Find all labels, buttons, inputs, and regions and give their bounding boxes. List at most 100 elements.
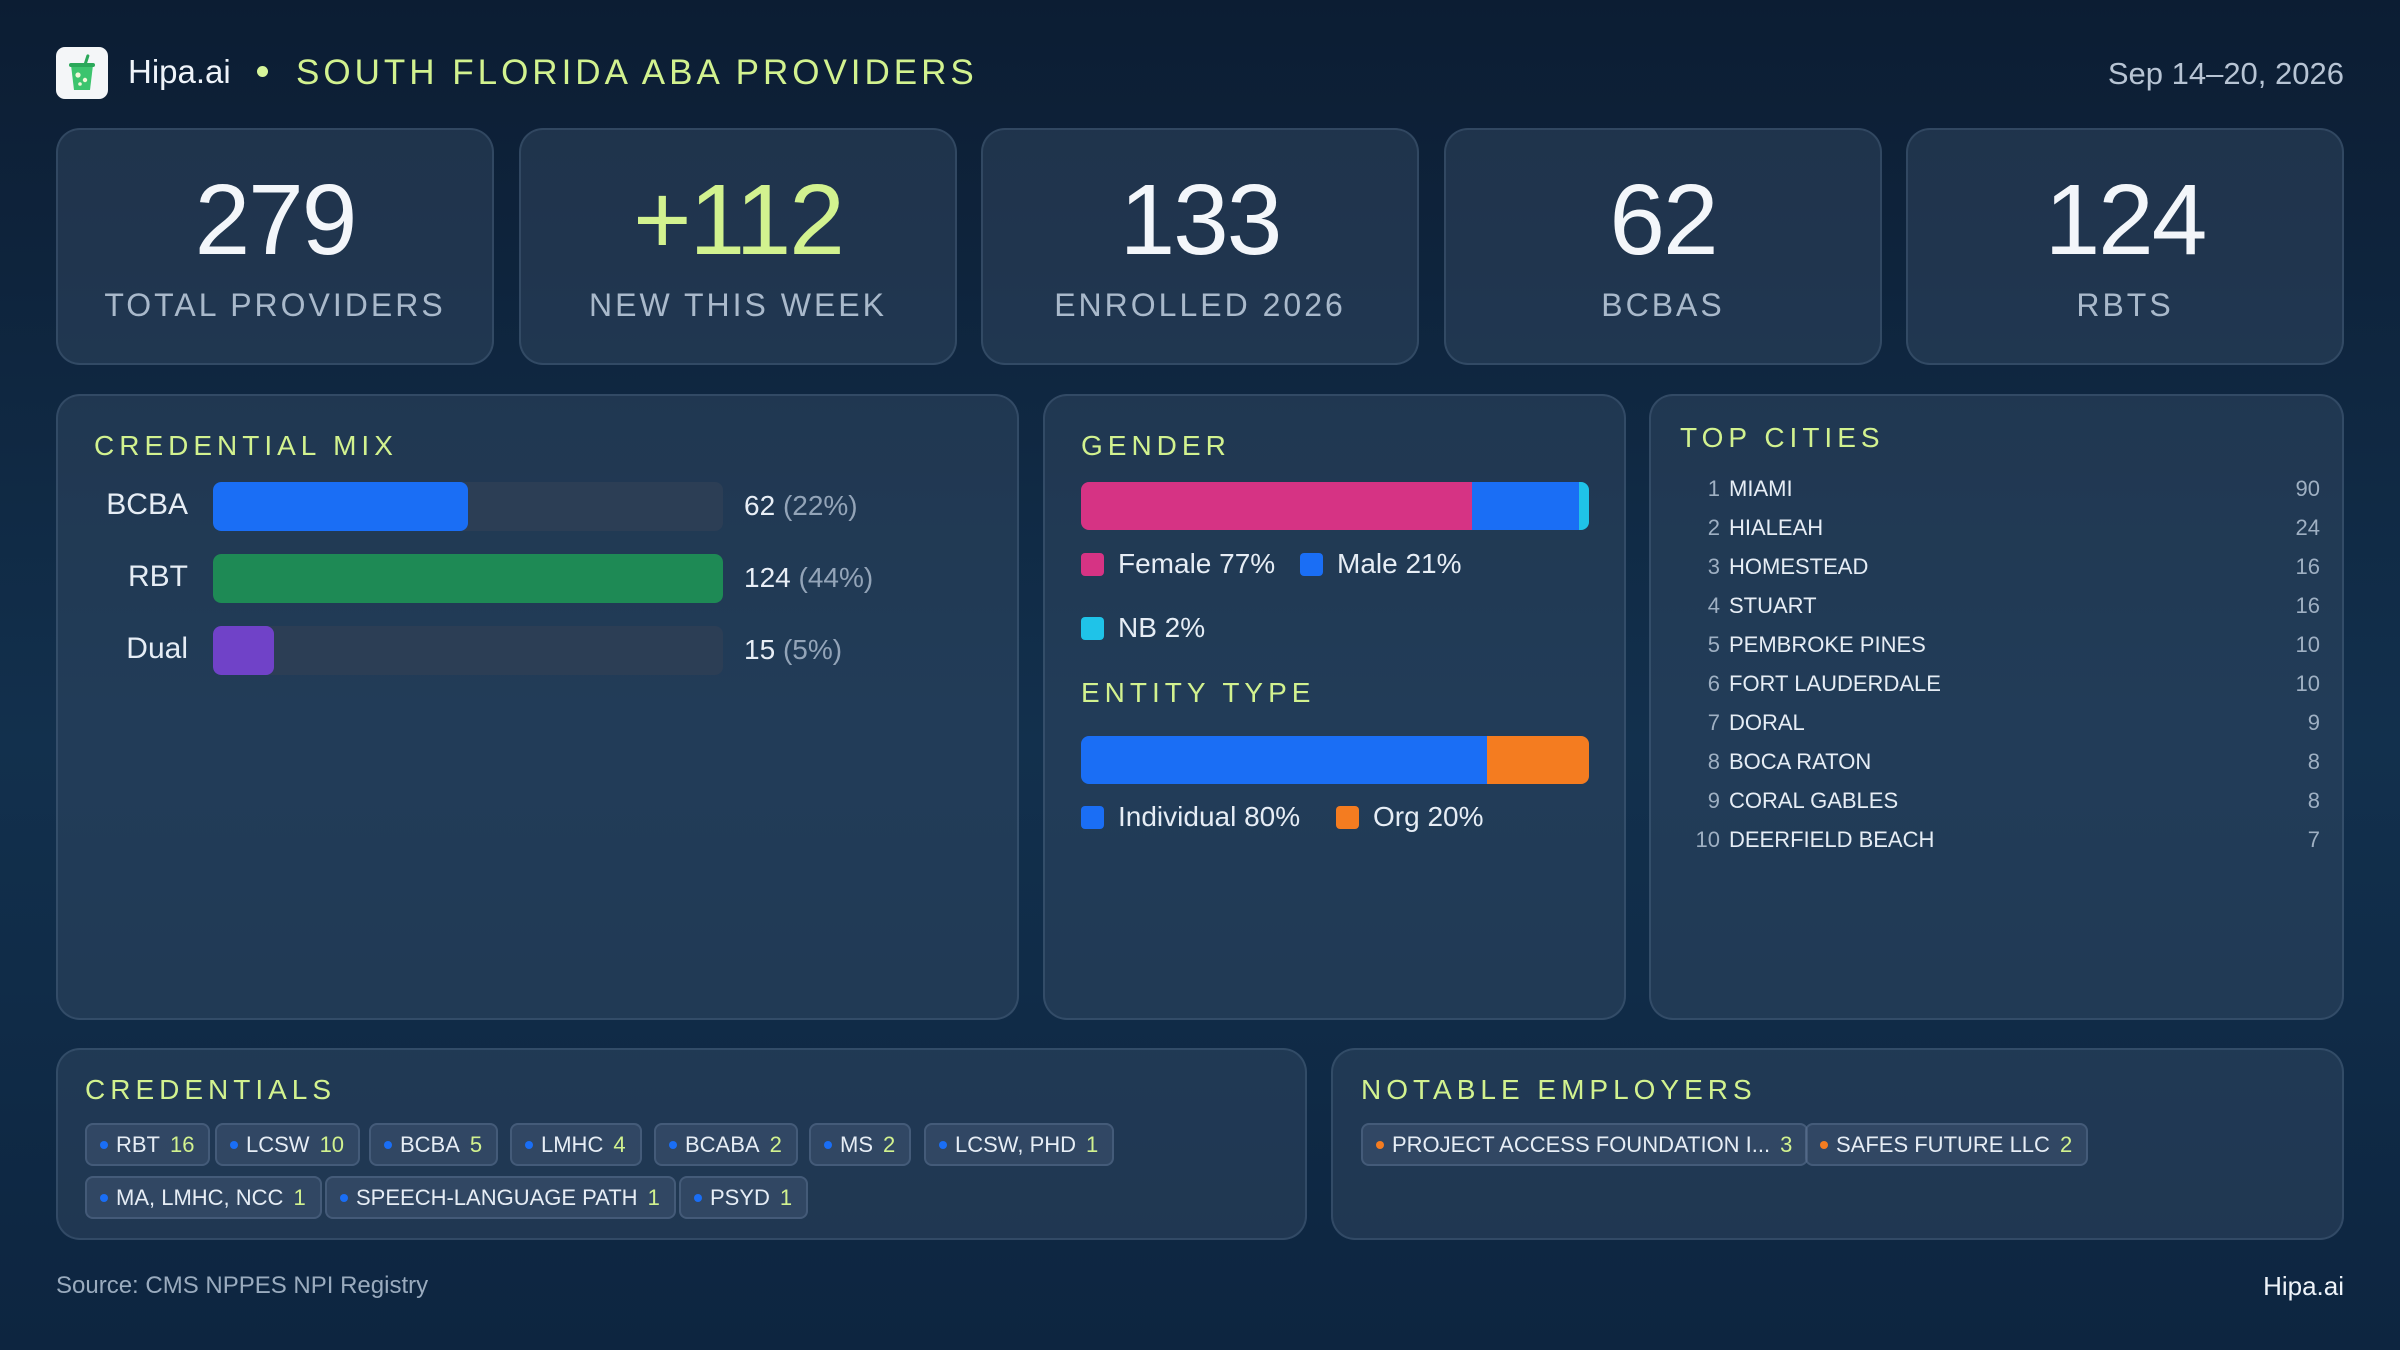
entity-legend-org: Org 20% — [1336, 801, 1484, 833]
credential-mix-value: 124 (44%) — [744, 562, 873, 594]
panel-title: TOP CITIES — [1680, 422, 1885, 453]
data-source: Source: CMS NPPES NPI Registry — [56, 1272, 429, 1299]
city-row: 1 MIAMI 90 — [1680, 476, 2320, 506]
credential-mix-label: RBT — [128, 560, 188, 593]
chip-count: 16 — [170, 1131, 195, 1157]
credential-chip: LMHC 4 — [510, 1123, 642, 1166]
legend-label: Individual 80% — [1118, 801, 1301, 832]
employer-chip: PROJECT ACCESS FOUNDATION I... 3 — [1361, 1123, 1809, 1166]
city-row: 2 HIALEAH 24 — [1680, 515, 2320, 545]
city-rank: 5 — [1707, 632, 1720, 657]
chip-dot — [384, 1140, 392, 1149]
credential-mix-count: 15 — [744, 634, 776, 665]
chip-dot — [230, 1140, 238, 1149]
notable-employers-panel: NOTABLE EMPLOYERS PROJECT ACCESS FOUNDAT… — [1331, 1048, 2344, 1240]
stat-value: 279 — [194, 164, 358, 276]
gender-segment-male — [1472, 482, 1579, 530]
credential-mix-value: 15 (5%) — [744, 634, 842, 666]
credential-mix-bar — [213, 554, 723, 603]
chip-dot — [100, 1140, 108, 1149]
chip-count: 10 — [319, 1131, 345, 1157]
city-name: HIALEAH — [1729, 515, 1824, 540]
entity-stacked-bar — [1081, 736, 1589, 784]
brand-name: Hipa.ai — [128, 53, 231, 90]
city-count: 24 — [2295, 515, 2320, 540]
gender-segment-female — [1081, 482, 1473, 530]
city-count: 9 — [2307, 710, 2320, 735]
credential-mix-label: BCBA — [106, 488, 188, 521]
chip-dot — [340, 1193, 348, 1202]
credential-chip: BCABA 2 — [654, 1123, 798, 1166]
top-cities-list: 1 MIAMI 90 2 HIALEAH 24 3 HOMESTEAD 16 4 STUART… — [1680, 476, 2320, 876]
chip-label: MA, LMHC, NCC — [116, 1184, 284, 1210]
chip-count: 4 — [613, 1131, 626, 1157]
credential-mix-pct: (44%) — [798, 562, 874, 593]
chip-count: 1 — [779, 1184, 793, 1210]
chip-label: LCSW — [246, 1131, 310, 1157]
top-cities-panel: TOP CITIES 1 MIAMI 90 2 HIALEAH 24 3 HOMESTEA… — [1649, 394, 2344, 1020]
page-title: SOUTH FLORIDA ABA PROVIDERS — [296, 53, 978, 92]
credential-mix-row-rbt: RBT 124 (44%) — [58, 554, 1018, 604]
chip-dot — [1820, 1140, 1828, 1149]
city-name: HOMESTEAD — [1729, 554, 1869, 579]
city-row: 4 STUART 16 — [1680, 593, 2320, 623]
chip-count: 2 — [769, 1131, 782, 1157]
gender-entity-panel: GENDER Female 77% Male 21% NB 2% ENTITY … — [1043, 394, 1626, 1020]
stat-card-total-providers: 279 TOTAL PROVIDERS — [56, 128, 494, 365]
credential-mix-pct: (5%) — [782, 634, 843, 665]
stat-value: 133 — [1119, 164, 1283, 276]
chip-dot — [1376, 1140, 1384, 1149]
chip-label: RBT — [116, 1131, 160, 1157]
stat-label: RBTS — [2076, 287, 2174, 323]
chip-label: PROJECT ACCESS FOUNDATION I... — [1392, 1131, 1771, 1157]
credential-mix-value: 62 (22%) — [744, 490, 858, 522]
city-name: CORAL GABLES — [1729, 788, 1899, 813]
city-rank: 9 — [1707, 788, 1720, 813]
gender-legend-female: Female 77% — [1081, 548, 1275, 580]
city-name: FORT LAUDERDALE — [1729, 671, 1941, 696]
city-row: 10 DEERFIELD BEACH 7 — [1680, 827, 2320, 857]
chip-count: 1 — [1086, 1131, 1099, 1157]
gender-legend-male: Male 21% — [1300, 548, 1462, 580]
credential-chip: LCSW, PHD 1 — [924, 1123, 1115, 1166]
city-row: 3 HOMESTEAD 16 — [1680, 554, 2320, 584]
city-count: 10 — [2295, 632, 2320, 657]
stat-label: NEW THIS WEEK — [589, 287, 887, 323]
footer-brand: Hipa.ai — [2263, 1271, 2344, 1301]
stat-label: ENROLLED 2026 — [1054, 287, 1346, 323]
city-rank: 2 — [1707, 515, 1720, 540]
stat-value: 62 — [1609, 164, 1718, 276]
chip-label: PSYD — [710, 1184, 770, 1210]
credentials-panel: CREDENTIALS RBT 16 LCSW 10 BCBA 5 LMHC 4 BCA… — [56, 1048, 1307, 1240]
city-name: DEERFIELD BEACH — [1729, 827, 1935, 852]
legend-swatch — [1081, 805, 1104, 829]
credential-chip: LCSW 10 — [215, 1123, 361, 1166]
city-count: 10 — [2295, 671, 2320, 696]
credential-chip: MS 2 — [809, 1123, 912, 1166]
legend-label: Male 21% — [1337, 548, 1462, 579]
credential-mix-count: 62 — [744, 490, 776, 521]
credential-mix-bar — [213, 626, 275, 675]
legend-swatch — [1081, 552, 1104, 576]
credential-mix-row-bcba: BCBA 62 (22%) — [58, 482, 1018, 532]
chip-count: 1 — [647, 1184, 660, 1210]
panel-title: CREDENTIALS — [85, 1074, 337, 1105]
city-rank: 7 — [1707, 710, 1720, 735]
credential-mix-bar — [213, 482, 468, 531]
panel-title: GENDER — [1081, 430, 1231, 461]
city-row: 7 DORAL 9 — [1680, 710, 2320, 740]
panel-title: ENTITY TYPE — [1081, 677, 1316, 708]
date-range: Sep 14–20, 2026 — [2107, 56, 2344, 91]
panel-title: NOTABLE EMPLOYERS — [1361, 1074, 1757, 1105]
credential-mix-bar-track — [213, 626, 723, 675]
city-row: 5 PEMBROKE PINES 10 — [1680, 632, 2320, 662]
entity-segment-individual — [1081, 736, 1488, 784]
gender-stacked-bar — [1081, 482, 1589, 530]
city-row: 6 FORT LAUDERDALE 10 — [1680, 671, 2320, 701]
city-rank: 8 — [1707, 749, 1720, 774]
city-name: STUART — [1729, 593, 1817, 618]
legend-swatch — [1336, 805, 1359, 829]
city-name: MIAMI — [1729, 476, 1793, 501]
legend-label: Female 77% — [1118, 548, 1276, 579]
separator-dot — [257, 66, 268, 77]
